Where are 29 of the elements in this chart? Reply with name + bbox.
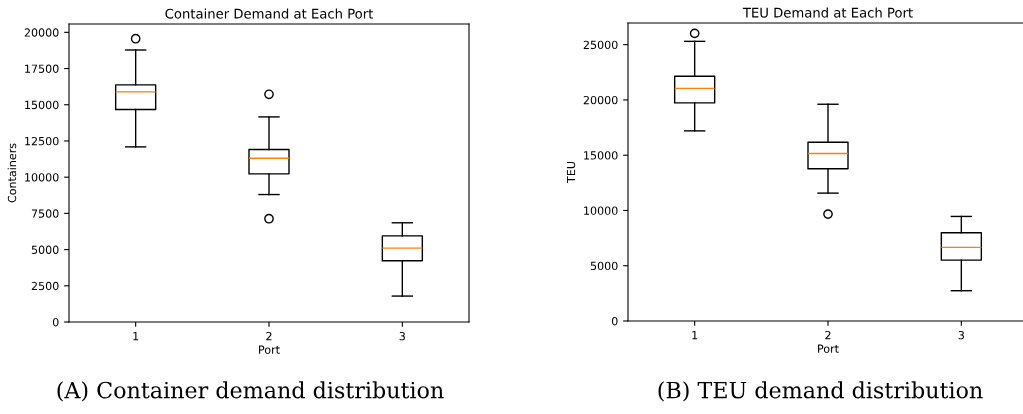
y-tick-label: 5000 <box>31 245 59 254</box>
x-axis-title: Port <box>818 344 839 353</box>
y-tick-label: 17500 <box>25 64 59 73</box>
x-tick-label: 2 <box>825 330 831 340</box>
y-tick-label: 20000 <box>24 28 59 37</box>
y-tick-label: 0 <box>52 317 59 327</box>
text: (A) Container demand distribution <box>57 381 444 402</box>
x-tick-label: 1 <box>692 331 698 340</box>
x-tick-label: 3 <box>399 331 405 341</box>
y-tick-label: 12500 <box>25 136 59 146</box>
x-axis-title: Port <box>259 345 280 354</box>
y-axis-title: Containers <box>7 143 17 203</box>
y-tick-label: 2500 <box>31 281 59 291</box>
chart-title: Container Demand at Each Port <box>165 8 374 19</box>
x-tick-label: 2 <box>266 331 272 341</box>
y-tick-label: 0 <box>611 316 618 326</box>
x-tick-label: 3 <box>958 330 964 340</box>
y-tick-label: 5000 <box>590 261 618 271</box>
y-tick-label: 20000 <box>583 95 618 105</box>
chart-title: TEU Demand at Each Port <box>742 7 913 18</box>
text: (B) TEU demand distribution <box>658 381 983 402</box>
y-tick-label: 15000 <box>25 100 59 110</box>
y-tick-label: 7500 <box>31 209 59 218</box>
y-tick-label: 15000 <box>584 151 618 160</box>
y-tick-label: 10000 <box>584 206 618 215</box>
y-tick-label: 10000 <box>25 173 59 182</box>
x-tick-label: 1 <box>133 332 139 341</box>
y-tick-label: 25000 <box>583 40 618 50</box>
y-axis-title: TEU <box>566 162 576 183</box>
